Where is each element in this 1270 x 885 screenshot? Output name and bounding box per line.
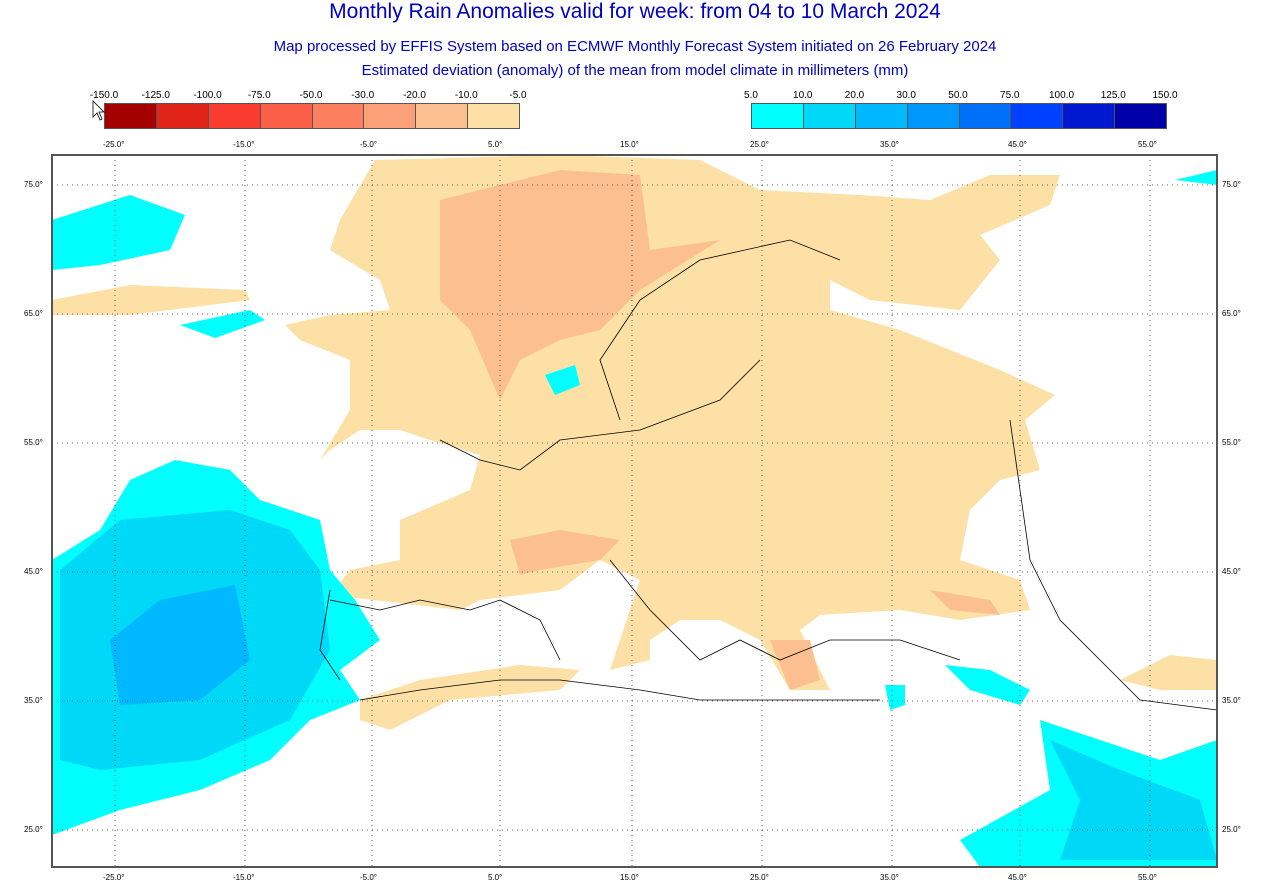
legend-swatch <box>156 104 209 128</box>
legend-label: -150.0 <box>89 90 119 101</box>
legend-label: 10.0 <box>793 90 813 101</box>
dry-anomaly-area <box>360 665 580 730</box>
legend-label: 50.0 <box>948 90 968 101</box>
map-title: Monthly Rain Anomalies valid for week: f… <box>329 0 941 23</box>
latitude-label: 25.0° <box>1222 825 1241 834</box>
wet-anomaly-area <box>52 195 185 270</box>
legend-swatch <box>752 104 804 128</box>
legend-swatch <box>468 104 519 128</box>
legend-swatch <box>1115 104 1166 128</box>
legend-label: 100.0 <box>1048 90 1075 101</box>
legend-swatch <box>416 104 469 128</box>
longitude-label: 55.0° <box>1138 873 1157 882</box>
moderate-dry-area <box>510 530 620 575</box>
longitude-label: -5.0° <box>360 140 377 149</box>
legend-swatch <box>260 104 313 128</box>
legend-swatch <box>1011 104 1064 128</box>
legend-label: 30.0 <box>896 90 916 101</box>
longitude-label: 5.0° <box>488 140 503 149</box>
legend-label: -75.0 <box>247 90 271 101</box>
legend-swatch <box>855 104 908 128</box>
legend-swatch <box>1063 104 1116 128</box>
latitude-label: 55.0° <box>24 438 43 447</box>
legend-label: -125.0 <box>141 90 170 101</box>
map-description: Estimated deviation (anomaly) of the mea… <box>361 62 909 79</box>
legend-swatch <box>208 104 261 128</box>
latitude-label: 35.0° <box>1222 696 1241 705</box>
longitude-label: 45.0° <box>1008 873 1027 882</box>
legend-swatch <box>105 104 157 128</box>
legend-label: -50.0 <box>299 90 323 101</box>
legend-swatch <box>907 104 960 128</box>
wet-anomaly-area <box>945 665 1030 705</box>
legend-label: 5.0 <box>744 90 758 101</box>
dry-anomaly-area <box>1120 655 1217 690</box>
wet-anomaly-area <box>1050 740 1217 860</box>
longitude-label: 35.0° <box>880 873 899 882</box>
longitude-label: 5.0° <box>488 873 503 882</box>
wet-anomaly-area <box>180 310 265 338</box>
latitude-label: 35.0° <box>24 696 43 705</box>
legend-label: 75.0 <box>1000 90 1020 101</box>
latitude-label: 25.0° <box>24 825 43 834</box>
longitude-label: 25.0° <box>750 873 769 882</box>
latitude-label: 55.0° <box>1222 438 1241 447</box>
longitude-label: -15.0° <box>233 140 255 149</box>
longitude-label: -15.0° <box>233 873 255 882</box>
legend-label: -10.0 <box>454 90 478 101</box>
coastline <box>319 239 1218 711</box>
latitude-label: 75.0° <box>24 180 43 189</box>
legend-swatch <box>959 104 1012 128</box>
longitude-label: 15.0° <box>620 140 639 149</box>
legend-swatch <box>803 104 856 128</box>
legend-label: -30.0 <box>351 90 375 101</box>
dry-anomaly-area <box>52 285 250 315</box>
longitude-label: -5.0° <box>360 873 377 882</box>
longitude-label: 35.0° <box>880 140 899 149</box>
graticule <box>52 155 1217 867</box>
map-frame <box>51 154 1218 868</box>
legend-label: 20.0 <box>844 90 865 101</box>
longitude-label: 25.0° <box>750 140 769 149</box>
wet-anomaly-area <box>110 585 250 705</box>
mouse-cursor-icon <box>92 100 105 121</box>
legend-label: 125.0 <box>1100 90 1126 101</box>
longitude-label: 55.0° <box>1138 140 1157 149</box>
legend-swatch <box>312 104 365 128</box>
latitude-label: 65.0° <box>24 309 43 318</box>
longitude-label: 45.0° <box>1008 140 1027 149</box>
latitude-label: 75.0° <box>1222 180 1241 189</box>
legend-label: -20.0 <box>403 90 426 101</box>
positive-anomaly-legend <box>751 103 1167 129</box>
latitude-label: 45.0° <box>24 567 43 576</box>
moderate-dry-area <box>440 170 720 400</box>
moderate-dry-area <box>770 640 820 690</box>
legend-label: -100.0 <box>193 90 222 101</box>
wet-anomaly-area <box>885 685 905 710</box>
longitude-label: -25.0° <box>103 873 125 882</box>
latitude-label: 45.0° <box>1222 567 1241 576</box>
wet-anomaly-area <box>545 365 580 395</box>
legend-swatch <box>364 104 417 128</box>
legend-label: -5.0 <box>509 90 527 101</box>
moderate-dry-area <box>930 590 1000 615</box>
wet-anomaly-area <box>1175 170 1217 185</box>
negative-anomaly-legend <box>104 103 520 129</box>
longitude-label: 15.0° <box>620 873 639 882</box>
latitude-label: 65.0° <box>1222 309 1241 318</box>
longitude-label: -25.0° <box>103 140 125 149</box>
legend-label: 150.0 <box>1152 90 1178 101</box>
map-subtitle: Map processed by EFFIS System based on E… <box>273 38 997 55</box>
